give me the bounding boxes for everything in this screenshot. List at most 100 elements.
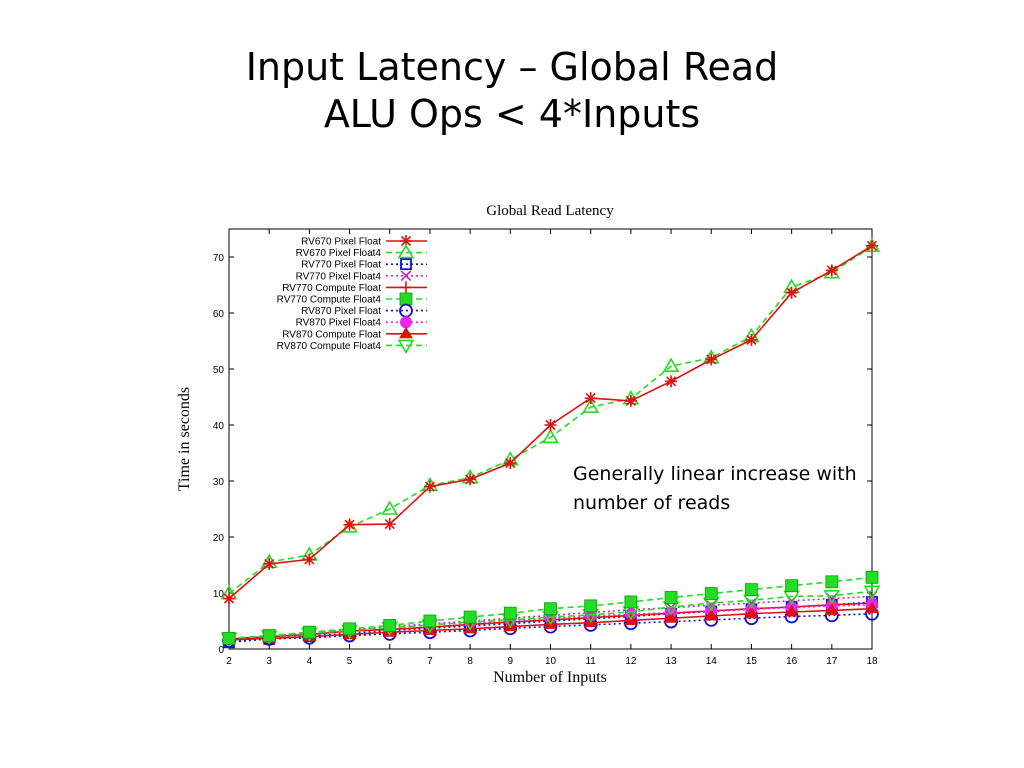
x-tick-label: 5 [347, 656, 353, 667]
data-point [662, 357, 680, 372]
legend-label: RV770 Pixel Float [301, 260, 381, 271]
data-point [463, 610, 477, 624]
y-tick-label: 70 [213, 253, 225, 264]
y-tick-label: 0 [218, 645, 224, 656]
data-point [866, 239, 878, 252]
data-point [865, 601, 879, 614]
data-point [665, 375, 678, 388]
data-point [302, 625, 316, 639]
slide-title-line2: ALU Ops < 4*Inputs [323, 92, 701, 136]
data-point [503, 606, 517, 620]
legend-label: RV770 Compute Float4 [277, 295, 382, 306]
data-point [865, 570, 879, 584]
x-tick-label: 12 [625, 656, 637, 667]
x-tick-label: 3 [266, 656, 272, 667]
y-tick-label: 40 [213, 421, 225, 432]
data-point [704, 608, 719, 621]
data-point [785, 579, 799, 593]
series-5 [222, 570, 879, 645]
y-tick-label: 10 [213, 589, 225, 600]
data-point [423, 480, 436, 493]
legend-label: RV870 Compute Float4 [277, 341, 382, 352]
series-line [228, 604, 873, 640]
x-tick-label: 18 [866, 656, 878, 667]
x-tick-label: 4 [307, 656, 313, 667]
x-tick-label: 11 [585, 656, 596, 667]
x-axis-label: Number of Inputs [493, 669, 607, 686]
data-point [343, 518, 356, 531]
data-point [423, 614, 437, 628]
data-point [544, 419, 557, 431]
data-point [705, 353, 718, 366]
data-point [584, 599, 598, 613]
data-point [584, 392, 597, 405]
series-0 [223, 239, 878, 605]
data-point [825, 264, 838, 277]
x-tick-label: 6 [387, 656, 393, 667]
data-point [504, 457, 517, 470]
data-point [624, 394, 637, 407]
data-point [745, 333, 758, 346]
callout-note: Generally linear increase with number of… [573, 463, 857, 514]
legend-label: RV670 Pixel Float [301, 237, 381, 248]
data-point [383, 619, 397, 632]
data-point [341, 518, 358, 533]
data-point [664, 611, 678, 623]
x-tick-label: 10 [545, 656, 557, 667]
x-tick-label: 14 [706, 656, 718, 667]
legend-marker [397, 244, 415, 259]
data-point [863, 585, 881, 600]
y-tick-label: 60 [213, 309, 225, 320]
data-point [383, 518, 396, 531]
data-point [785, 286, 798, 299]
data-point [542, 428, 559, 444]
y-axis-label: Time in seconds [176, 387, 193, 491]
x-tick-label: 8 [467, 656, 473, 667]
data-point [624, 595, 638, 609]
legend-marker [400, 235, 412, 247]
data-point [824, 603, 839, 615]
x-tick-label: 15 [746, 656, 758, 667]
data-point [745, 583, 758, 597]
data-point [582, 398, 600, 413]
legend-marker [400, 270, 412, 282]
data-point [664, 591, 678, 604]
legend-marker [400, 281, 412, 294]
series-line [228, 590, 873, 640]
x-tick-label: 13 [666, 656, 678, 667]
y-tick-label: 30 [213, 477, 225, 488]
legend-marker [399, 292, 413, 306]
data-point [263, 557, 276, 570]
legend-marker [397, 339, 415, 354]
legend-label: RV870 Pixel Float [301, 306, 381, 317]
x-tick-label: 2 [226, 656, 232, 667]
legend-label: RV670 Pixel Float4 [296, 248, 382, 259]
data-point [744, 606, 759, 619]
data-point [343, 622, 356, 636]
x-tick-label: 9 [508, 656, 514, 667]
data-point [823, 590, 841, 605]
legend-label: RV870 Pixel Float4 [296, 318, 382, 329]
data-point [704, 587, 718, 600]
y-tick-label: 50 [213, 365, 225, 376]
legend-label: RV770 Compute Float [282, 283, 381, 294]
x-tick-label: 17 [826, 656, 838, 667]
slide-title-line1: Input Latency – Global Read [245, 45, 779, 89]
data-point [303, 553, 316, 566]
data-point [544, 602, 557, 616]
data-point [423, 623, 437, 636]
legend-label: RV870 Compute Float [282, 329, 381, 340]
data-point [825, 575, 839, 589]
legend-marker [400, 316, 412, 329]
data-point [784, 605, 799, 617]
chart-title: Global Read Latency [486, 203, 614, 219]
legend-marker [400, 258, 412, 271]
data-point [262, 629, 276, 642]
y-tick-label: 20 [213, 533, 225, 544]
data-point [222, 631, 236, 645]
legend-label: RV770 Pixel Float4 [296, 271, 382, 282]
x-tick-label: 7 [427, 656, 433, 667]
slide-title: Input Latency – Global Read ALU Ops < 4*… [0, 44, 1024, 138]
